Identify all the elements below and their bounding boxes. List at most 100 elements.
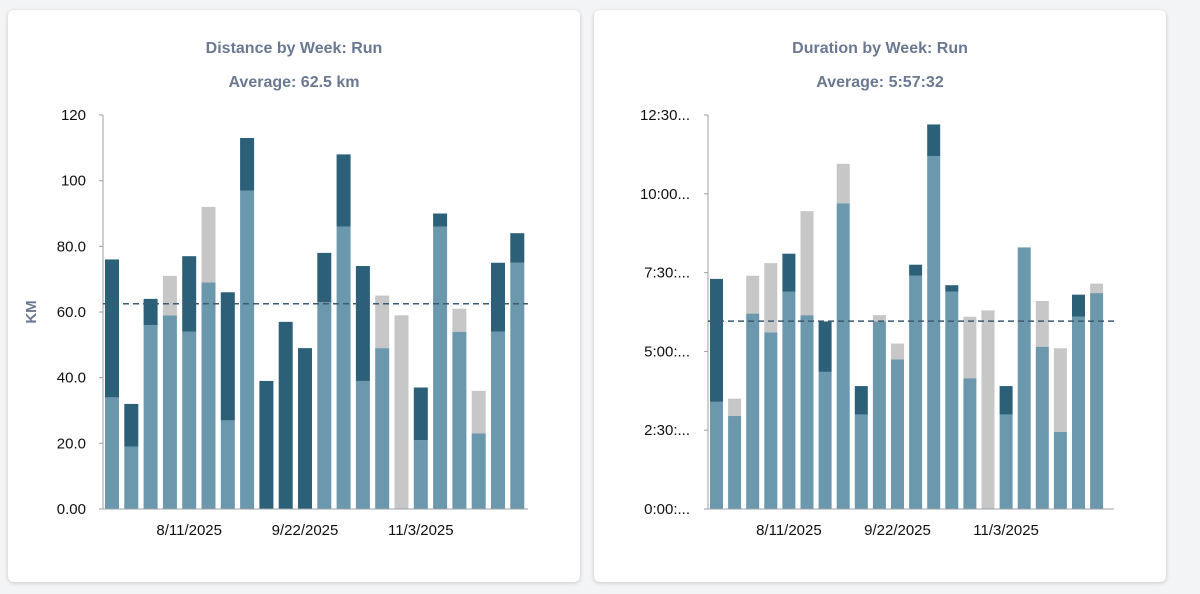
y-tick-label: 100	[61, 173, 86, 190]
bar-segment-top[interactable]	[278, 321, 293, 509]
bar-segment-top[interactable]	[927, 124, 941, 156]
bar-segment-base[interactable]	[317, 302, 332, 509]
bar-segment-top[interactable]	[945, 285, 959, 292]
bar-segment-base[interactable]	[452, 331, 467, 509]
bar-segment-top[interactable]	[143, 298, 158, 326]
bar-segment-top[interactable]	[259, 380, 274, 509]
distance-bar-chart: 0.00 20.0 40.0 60.0 80.0 100 120 KM 8/11/2025 9/2…	[23, 107, 528, 539]
bar-segment-base[interactable]	[1090, 293, 1104, 509]
bar-segment-base[interactable]	[891, 359, 904, 509]
bar-segment-top[interactable]	[510, 233, 525, 263]
x-tick-label: 11/3/2025	[388, 522, 454, 539]
bar-segment-top[interactable]	[355, 266, 370, 381]
bar-segment-base[interactable]	[105, 397, 119, 509]
bar-segment-base[interactable]	[728, 416, 742, 509]
bar-segment-base[interactable]	[1072, 316, 1085, 509]
bar-segment-gray[interactable]	[800, 211, 814, 316]
bar-segment-gray[interactable]	[1053, 348, 1067, 432]
chart-subtitle: Average: 5:57:32	[816, 74, 944, 91]
bar-segment-base[interactable]	[872, 321, 886, 509]
bar-segment-top[interactable]	[182, 256, 197, 332]
bar-segment-top[interactable]	[220, 292, 235, 421]
y-tick-label: 12:30...	[640, 107, 690, 124]
bar-segment-gray[interactable]	[872, 315, 886, 322]
duration-bar-chart: 0:00:... 2:30:... 5:00:... 7:30:... 10:00...…	[640, 107, 1114, 539]
bar-segment-base[interactable]	[854, 414, 868, 509]
bar-segment-base[interactable]	[336, 226, 351, 509]
bar-segment-top[interactable]	[710, 278, 723, 402]
bar-segment-top[interactable]	[999, 386, 1013, 415]
bar-segment-base[interactable]	[510, 262, 525, 509]
bar-segment-top[interactable]	[317, 252, 332, 303]
bar-segment-top[interactable]	[854, 386, 868, 415]
bar-segment-base[interactable]	[143, 325, 158, 509]
chart-title: Duration by Week: Run	[792, 40, 968, 57]
y-tick-label: 40.0	[57, 370, 86, 387]
bar-segment-top[interactable]	[782, 253, 796, 292]
bar-segment-gray[interactable]	[728, 398, 742, 417]
bar-segment-gray[interactable]	[375, 295, 390, 349]
bar-segment-base[interactable]	[764, 332, 778, 509]
bar-segment-gray[interactable]	[162, 275, 177, 316]
bar-segment-base[interactable]	[182, 331, 197, 509]
bar-segment-base[interactable]	[433, 226, 448, 509]
y-tick-label: 7:30:...	[644, 265, 690, 282]
bar-segment-base[interactable]	[375, 348, 390, 509]
bar-segment-base[interactable]	[818, 371, 832, 509]
bar-segment-base[interactable]	[471, 433, 486, 509]
x-tick-label: 8/11/2025	[756, 522, 822, 539]
bar-segment-base[interactable]	[782, 291, 796, 509]
bar-segment-base[interactable]	[240, 190, 255, 509]
chart-subtitle: Average: 62.5 km	[228, 74, 360, 91]
bar-segment-base[interactable]	[413, 440, 428, 509]
bar-segment-gray[interactable]	[1090, 283, 1104, 294]
bar-segment-base[interactable]	[491, 331, 505, 509]
bar-segment-gray[interactable]	[746, 275, 760, 314]
bar-segment-base[interactable]	[746, 313, 760, 509]
bar-segment-base[interactable]	[909, 275, 923, 509]
bar-segment-gray[interactable]	[963, 316, 977, 379]
bar-segment-base[interactable]	[124, 446, 139, 509]
bar-segment-top[interactable]	[124, 403, 139, 447]
bar-segment-top[interactable]	[336, 154, 351, 227]
bar-segment-base[interactable]	[800, 315, 814, 509]
bar-segment-gray[interactable]	[764, 263, 778, 333]
y-tick-label: 0:00:...	[644, 501, 690, 518]
y-tick-label: 2:30:...	[644, 422, 690, 439]
bar-segment-gray[interactable]	[891, 343, 904, 360]
bar-segment-top[interactable]	[818, 321, 832, 372]
bar-segment-base[interactable]	[927, 155, 941, 509]
bar-segment-gray[interactable]	[452, 308, 467, 332]
bar-segment-base[interactable]	[162, 315, 177, 509]
bar-segment-top[interactable]	[240, 137, 255, 191]
y-axis-title: KM	[23, 300, 40, 323]
bar-segment-gray[interactable]	[201, 206, 216, 283]
bar-segment-base[interactable]	[963, 378, 977, 509]
bar-segment-base[interactable]	[836, 203, 850, 510]
bar-segment-gray[interactable]	[981, 310, 995, 509]
bar-segment-gray[interactable]	[471, 390, 486, 434]
bar-segment-base[interactable]	[355, 380, 370, 509]
y-tick-label: 120	[61, 107, 86, 124]
bar-segment-base[interactable]	[999, 414, 1013, 509]
bar-segment-top[interactable]	[1072, 294, 1085, 317]
bar-segment-base[interactable]	[201, 282, 216, 509]
bar-segment-gray[interactable]	[836, 163, 850, 204]
bar-segment-gray[interactable]	[394, 315, 409, 509]
bar-segment-top[interactable]	[909, 264, 923, 276]
bar-segment-base[interactable]	[1035, 346, 1049, 509]
bar-segment-top[interactable]	[413, 387, 428, 441]
distance-chart-card: Distance by Week: Run Average: 62.5 km 0…	[8, 10, 580, 582]
bar-segment-base[interactable]	[945, 291, 959, 509]
bar-segment-base[interactable]	[1017, 247, 1031, 509]
y-tick-label: 20.0	[57, 435, 86, 452]
bar-segment-base[interactable]	[1053, 431, 1067, 509]
bar-segment-base[interactable]	[220, 420, 235, 509]
bar-segment-gray[interactable]	[1035, 300, 1049, 347]
x-tick-label: 9/22/2025	[864, 522, 931, 539]
bar-segment-top[interactable]	[491, 262, 505, 332]
bar-segment-top[interactable]	[105, 259, 119, 398]
bar-segment-top[interactable]	[433, 213, 448, 227]
bar-segment-top[interactable]	[298, 348, 312, 509]
bar-segment-base[interactable]	[710, 401, 723, 509]
